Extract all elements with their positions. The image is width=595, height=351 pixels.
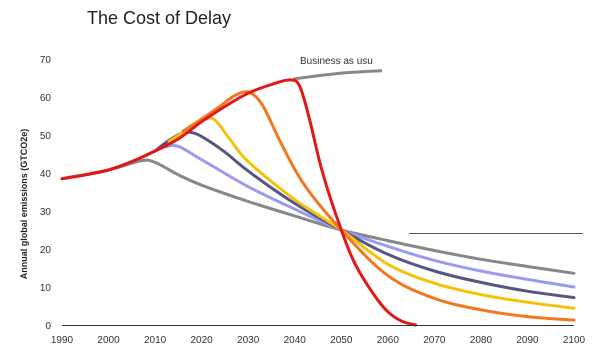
y-tick-label: 70 [40,55,52,66]
x-tick-label: 2030 [237,335,260,346]
x-tick-labels: 1990 2000 2010 2020 2030 2040 2050 2060 2070 2080… [51,335,586,346]
y-tick-label: 0 [45,321,51,332]
mask-right [409,104,595,233]
x-tick-label: 2050 [330,335,353,346]
series-lines [60,68,576,327]
y-tick-label: 20 [40,245,52,256]
x-tick-label: 1990 [51,335,74,346]
y-tick-label: 30 [40,207,52,218]
x-tick-label: 2010 [144,335,167,346]
x-tick-label: 2070 [423,335,446,346]
chart-title: The Cost of Delay [87,8,232,28]
x-tick-label: 2040 [284,335,307,346]
business-as-usual-label: Business as usu [300,56,373,67]
x-tick-label: 2060 [377,335,400,346]
y-tick-label: 60 [40,93,52,104]
x-tick-label: 2090 [516,335,539,346]
y-tick-label: 50 [40,131,52,142]
y-tick-labels: 0 10 20 30 40 50 60 70 [40,55,52,332]
series-line-1 [60,158,576,275]
x-tick-label: 2100 [563,335,586,346]
x-tick-label: 2080 [470,335,493,346]
x-tick-label: 2020 [191,335,214,346]
mask-top-right [382,50,595,90]
y-tick-label: 40 [40,169,52,180]
x-tick-label: 2000 [97,335,120,346]
y-tick-label: 10 [40,283,52,294]
series-line-6 [60,78,418,327]
series-line-5 [181,90,576,322]
